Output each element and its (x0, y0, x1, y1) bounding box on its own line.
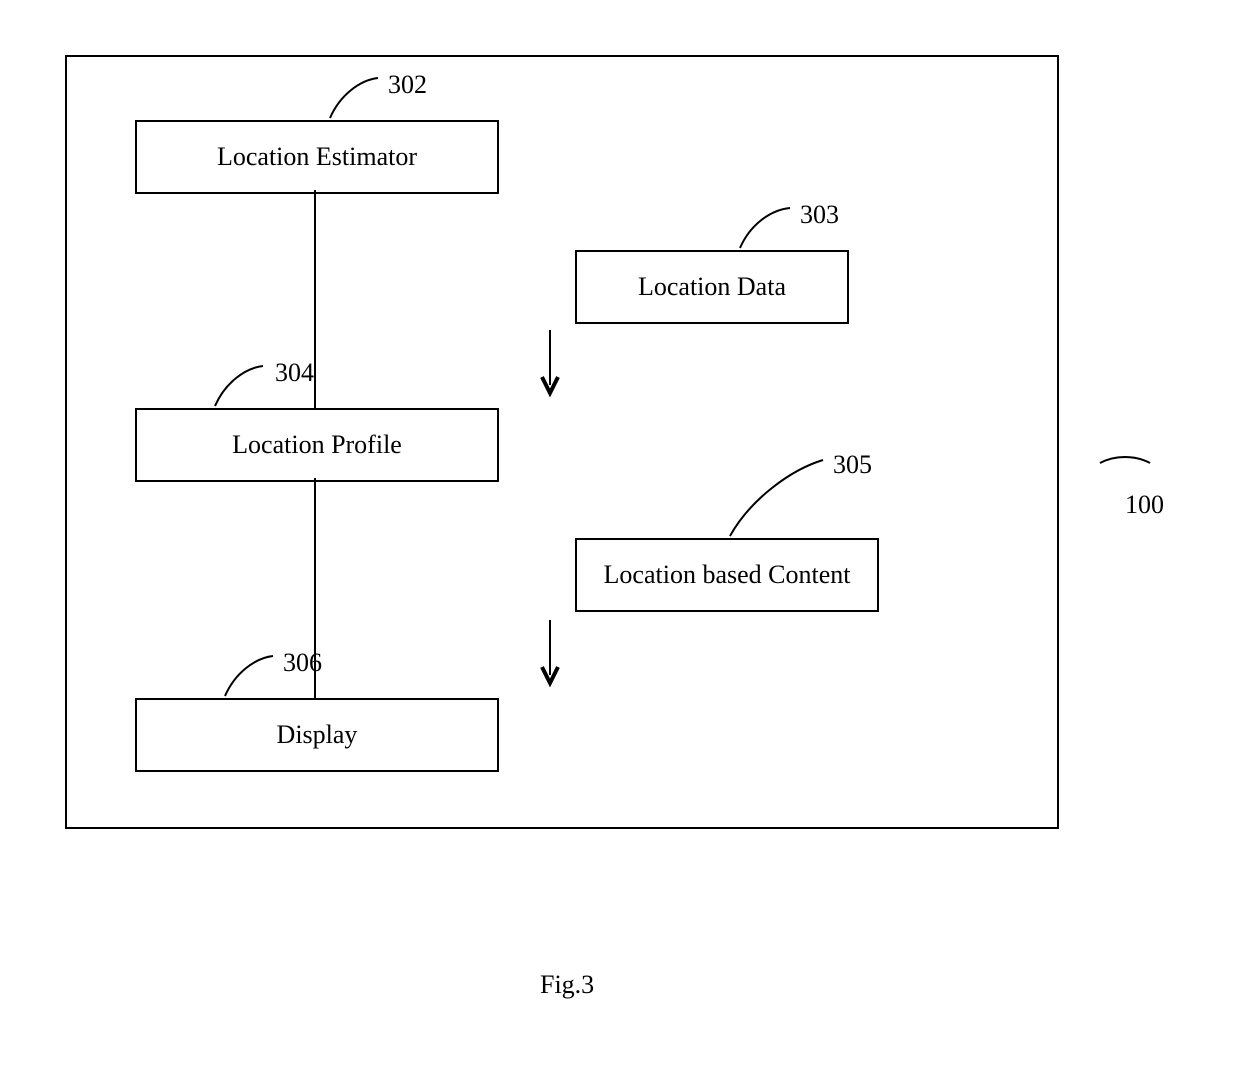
connectors-overlay (0, 0, 1240, 1065)
figure-canvas: { "figure": { "caption": "Fig.3", "capti… (0, 0, 1240, 1065)
